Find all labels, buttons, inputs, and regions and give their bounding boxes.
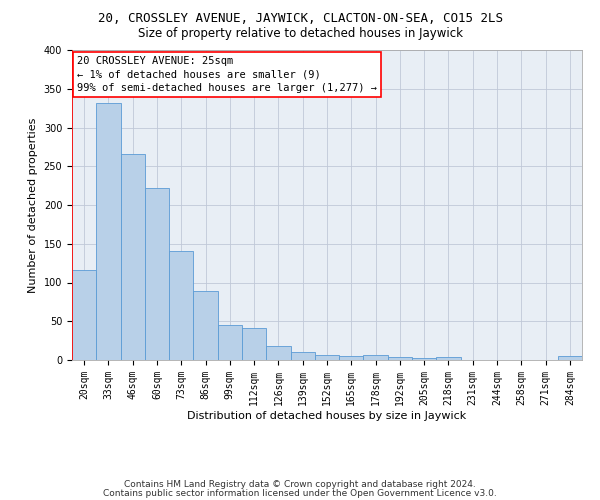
Bar	[193, 291, 218, 360]
Text: Contains HM Land Registry data © Crown copyright and database right 2024.: Contains HM Land Registry data © Crown c…	[124, 480, 476, 489]
Bar	[388, 357, 412, 360]
Bar	[96, 102, 121, 360]
Bar	[72, 270, 96, 360]
Text: 20, CROSSLEY AVENUE, JAYWICK, CLACTON-ON-SEA, CO15 2LS: 20, CROSSLEY AVENUE, JAYWICK, CLACTON-ON…	[97, 12, 503, 26]
Bar	[290, 352, 315, 360]
Bar	[412, 358, 436, 360]
Text: Contains public sector information licensed under the Open Government Licence v3: Contains public sector information licen…	[103, 490, 497, 498]
Bar	[436, 357, 461, 360]
Bar	[145, 188, 169, 360]
Text: Size of property relative to detached houses in Jaywick: Size of property relative to detached ho…	[137, 28, 463, 40]
Bar	[339, 356, 364, 360]
Bar	[364, 354, 388, 360]
Y-axis label: Number of detached properties: Number of detached properties	[28, 118, 38, 292]
X-axis label: Distribution of detached houses by size in Jaywick: Distribution of detached houses by size …	[187, 410, 467, 420]
Bar	[169, 250, 193, 360]
Text: 20 CROSSLEY AVENUE: 25sqm
← 1% of detached houses are smaller (9)
99% of semi-de: 20 CROSSLEY AVENUE: 25sqm ← 1% of detach…	[77, 56, 377, 92]
Bar	[266, 346, 290, 360]
Bar	[242, 328, 266, 360]
Bar	[121, 154, 145, 360]
Bar	[558, 356, 582, 360]
Bar	[218, 325, 242, 360]
Bar	[315, 354, 339, 360]
